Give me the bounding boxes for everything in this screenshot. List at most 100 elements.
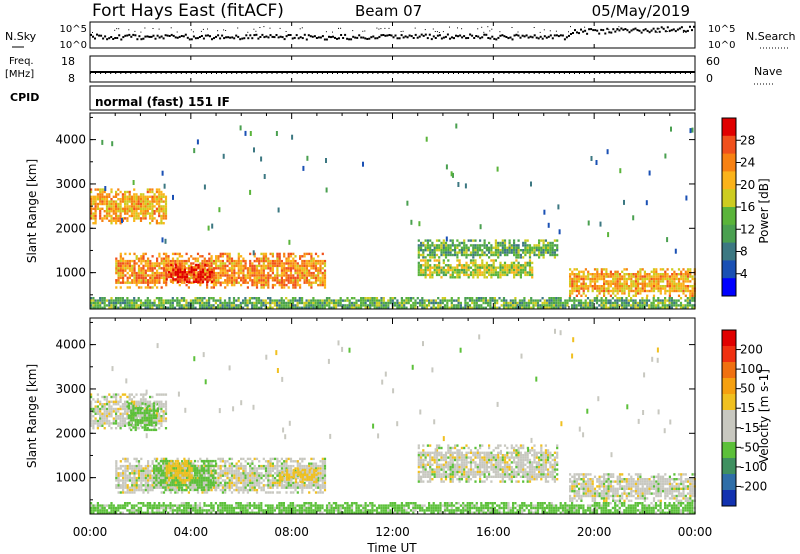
heatmap-cell [420,253,423,257]
heatmap-cell [557,306,560,309]
heatmap-cell [472,268,475,272]
heatmap-cell [321,267,324,270]
nsky-point [293,36,296,39]
heatmap-cell [596,294,599,297]
heatmap-cell [611,304,614,307]
heatmap-cell [144,202,147,206]
heatmap-cell [239,125,242,131]
heatmap-cell [217,276,220,280]
nsky-point [561,34,564,37]
heatmap-cell [650,270,653,273]
heatmap-cell [112,219,115,222]
heatmap-cell [139,421,142,424]
heatmap-cell [132,419,135,422]
heatmap-cell [584,304,587,307]
heatmap-cell [603,280,606,283]
heatmap-cell [253,274,256,277]
heatmap-cell [552,299,555,302]
heatmap-cell [178,304,181,307]
heatmap-cell [292,259,295,263]
heatmap-cell [596,273,599,276]
heatmap-cell [513,271,516,274]
heatmap-cell [422,241,425,245]
heatmap-cell [203,257,206,260]
heatmap-cell [126,195,129,198]
nsearch-point [682,31,684,33]
heatmap-cell [559,297,562,300]
heatmap-cell [217,257,220,260]
heatmap-cell [350,304,354,307]
heatmap-cell [422,251,425,254]
heatmap-cell [135,306,138,309]
heatmap-cell [464,183,467,189]
heatmap-cell [248,299,251,302]
heatmap-cell [237,252,240,256]
heatmap-cell [517,266,520,269]
heatmap-cell [167,301,170,305]
nsky-point [138,35,141,38]
heatmap-cell [205,299,208,302]
nsearch-point [483,31,485,33]
heatmap-cell [548,299,551,302]
heatmap-cell [513,251,516,254]
heatmap-cell [151,190,154,194]
nsky-point [604,32,607,35]
heatmap-cell [162,412,165,415]
heatmap-cell [126,460,129,463]
heatmap-cell [110,190,113,194]
heatmap-cell [135,212,138,215]
heatmap-cell [474,271,477,274]
heatmap-cell [165,267,168,270]
nsky-point [624,28,627,30]
heatmap-cell [447,268,450,272]
heatmap-cell [577,301,580,305]
heatmap-cell [540,253,543,257]
heatmap-cell [242,264,245,268]
heatmap-cell [573,277,576,281]
heatmap-cell [441,299,444,302]
nsky-point [535,36,538,39]
heatmap-cell [587,275,590,278]
heatmap-cell [162,264,166,268]
heatmap-cell [668,289,671,293]
heatmap-cell [249,269,252,272]
heatmap-cell [291,306,295,309]
heatmap-cell [627,294,631,297]
heatmap-cell [641,299,644,302]
heatmap-cell [158,306,161,309]
heatmap-cell [524,273,527,277]
heatmap-cell [605,301,608,305]
heatmap-cell [420,259,423,262]
heatmap-cell [119,190,122,194]
nsky-point [237,35,240,38]
heatmap-cell [557,304,560,307]
heatmap-cell [433,271,436,274]
heatmap-cell [119,486,122,489]
nave-point [488,73,490,74]
heatmap-cell [162,281,166,284]
heatmap-cell [664,275,667,278]
heatmap-cell [453,299,456,302]
heatmap-cell [183,304,186,307]
heatmap-cell [317,262,320,265]
heatmap-cell [165,278,168,281]
nsky-point [384,34,387,37]
nave-point [311,73,313,74]
heatmap-cell [198,304,202,307]
heatmap-cell [519,264,522,267]
heatmap-cell [112,400,115,403]
heatmap-cell [149,301,152,305]
heatmap-cell [598,285,601,288]
heatmap-cell [492,253,495,257]
heatmap-cell [285,269,288,272]
heatmap-cell [493,306,496,309]
heatmap-cell [271,301,274,305]
heatmap-cell [90,417,93,420]
heatmap-cell [414,306,417,309]
heatmap-cell [119,259,122,263]
nsky-point [340,34,343,36]
heatmap-cell [144,264,147,268]
heatmap-cell [616,289,619,293]
nsky-point [481,36,484,39]
heatmap-cell [456,268,459,272]
